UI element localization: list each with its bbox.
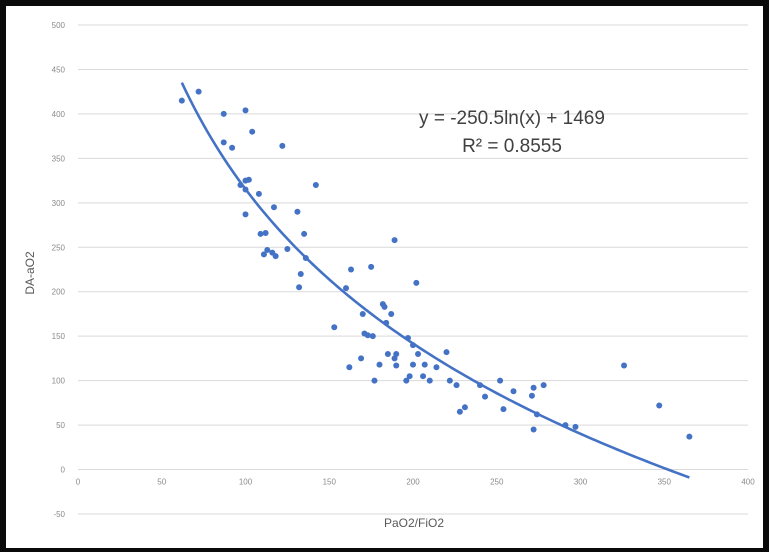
data-point <box>262 230 269 237</box>
data-point <box>297 270 304 277</box>
data-point <box>346 364 353 371</box>
data-point <box>656 402 663 409</box>
data-point <box>249 128 256 135</box>
y-tick-label: 400 <box>52 110 66 119</box>
x-axis-title: PaO2/FiO2 <box>384 516 444 530</box>
y-tick-label: 250 <box>52 243 66 252</box>
trendline-r-squared: R² = 0.8555 <box>462 136 562 157</box>
data-point <box>686 433 693 440</box>
trendline-equation: y = -250.5ln(x) + 1469 <box>419 108 605 129</box>
data-point <box>388 310 395 317</box>
data-point <box>540 382 547 389</box>
data-point <box>343 285 349 292</box>
data-point <box>528 392 535 399</box>
y-tick-label: 150 <box>52 332 66 341</box>
data-point <box>242 107 249 114</box>
data-point <box>369 333 376 340</box>
data-point <box>381 303 388 310</box>
data-point <box>530 384 537 391</box>
data-point <box>415 350 422 357</box>
data-point <box>368 263 375 270</box>
data-point <box>446 377 453 384</box>
data-point <box>279 142 286 149</box>
data-point <box>220 110 227 117</box>
gridlines <box>78 24 748 515</box>
data-point <box>359 310 366 317</box>
x-tick-label: 200 <box>406 478 420 487</box>
data-point <box>229 144 236 151</box>
data-point <box>371 377 378 384</box>
data-point <box>242 211 249 218</box>
data-point <box>530 426 537 433</box>
data-point <box>621 362 628 369</box>
data-point <box>391 237 398 244</box>
data-point <box>220 139 227 146</box>
data-point <box>260 251 267 258</box>
data-point <box>178 97 185 104</box>
data-point <box>403 377 410 384</box>
x-tick-label: 0 <box>76 478 81 487</box>
data-point <box>500 406 507 413</box>
data-point <box>410 361 416 368</box>
data-point <box>376 361 383 368</box>
data-point <box>510 388 517 395</box>
data-point <box>406 373 413 380</box>
y-tick-label: 0 <box>61 466 66 475</box>
x-tick-label: 300 <box>574 478 588 487</box>
x-tick-label: 350 <box>658 478 672 487</box>
y-tick-label: 50 <box>56 421 65 430</box>
data-point <box>426 377 433 384</box>
data-point <box>331 324 338 331</box>
y-tick-label: -50 <box>53 510 65 519</box>
data-point <box>301 230 308 237</box>
data-point <box>257 230 264 237</box>
y-tick-labels: -50 0 50 100 150 200 250 300 350 400 450 500 <box>52 21 66 519</box>
data-point <box>393 350 400 357</box>
data-point <box>255 190 262 197</box>
data-point <box>461 404 468 411</box>
trendline <box>180 82 690 479</box>
x-tick-labels: 0 50 100 150 200 250 300 350 400 <box>76 478 755 487</box>
x-tick-label: 100 <box>239 478 253 487</box>
data-point <box>456 408 463 415</box>
data-point <box>443 349 450 356</box>
y-tick-label: 100 <box>52 377 66 386</box>
data-point <box>272 253 279 260</box>
y-tick-label: 500 <box>52 21 66 30</box>
y-tick-label: 350 <box>52 154 66 163</box>
y-tick-label: 200 <box>52 288 66 297</box>
data-point <box>482 393 489 400</box>
data-point <box>384 350 391 357</box>
data-point <box>195 88 202 95</box>
data-point <box>420 373 427 380</box>
data-point <box>393 362 400 369</box>
x-tick-label: 250 <box>490 478 504 487</box>
data-point <box>433 364 440 371</box>
data-point <box>413 279 420 286</box>
data-point <box>497 377 504 384</box>
y-tick-label: 450 <box>52 65 66 74</box>
data-point <box>364 332 371 339</box>
data-points <box>178 88 693 440</box>
data-point <box>296 284 303 291</box>
data-point <box>284 246 291 253</box>
y-tick-label: 300 <box>52 199 66 208</box>
data-point <box>572 423 579 430</box>
data-point <box>312 182 319 189</box>
data-point <box>294 208 301 215</box>
x-tick-label: 150 <box>323 478 337 487</box>
data-point <box>264 246 271 253</box>
y-axis-title: DA-aO2 <box>23 251 37 295</box>
data-point <box>348 266 355 273</box>
x-tick-label: 50 <box>157 478 166 487</box>
data-point <box>245 176 252 183</box>
x-tick-label: 400 <box>741 478 755 487</box>
data-point <box>358 355 365 362</box>
data-point <box>270 204 277 211</box>
data-point <box>421 361 428 368</box>
data-point <box>453 382 460 389</box>
